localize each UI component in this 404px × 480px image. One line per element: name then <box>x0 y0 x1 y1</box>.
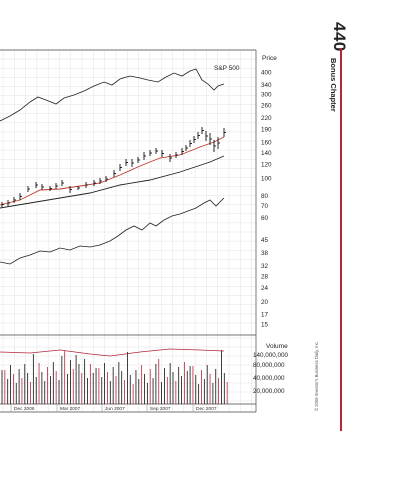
date-tick-label: Dec 2007 <box>196 406 217 412</box>
price-tick-label: 80 <box>261 193 269 200</box>
price-tick-label: 400 <box>261 69 272 76</box>
price-tick-label: 28 <box>261 273 269 280</box>
date-tick-label: Jun 2007 <box>105 406 125 412</box>
price-tick-label: 45 <box>261 237 269 244</box>
moving-average-200 <box>0 155 225 209</box>
moving-average-50 <box>0 136 225 206</box>
sp500-line <box>0 68 225 122</box>
date-tick-label: Sep 2007 <box>150 406 171 412</box>
price-tick-label: 24 <box>261 285 269 292</box>
price-tick-label: 340 <box>261 82 272 89</box>
price-tick-label: 190 <box>261 126 272 133</box>
price-tick-label: 32 <box>261 263 269 270</box>
price-tick-label: 100 <box>261 176 272 183</box>
price-tick-label: 140 <box>261 150 272 157</box>
price-tick-label: 220 <box>261 115 272 122</box>
relative-strength-line <box>0 197 225 265</box>
volume-area <box>0 348 228 404</box>
volume-tick-label: 140,000,000 <box>253 352 289 359</box>
price-tick-label: 17 <box>261 312 269 319</box>
chart-grid <box>0 49 257 413</box>
price-tick-label: 38 <box>261 250 269 257</box>
date-tick-label: Dec 2006 <box>14 406 35 412</box>
price-area <box>0 68 226 265</box>
price-tick-label: 260 <box>261 102 272 109</box>
price-tick-label: 160 <box>261 140 272 147</box>
volume-tick-label: 80,000,000 <box>253 362 285 369</box>
volume-axis-ticks: 140,000,000 80,000,000 40,000,000 20,000,00… <box>253 352 289 395</box>
price-tick-label: 70 <box>261 203 269 210</box>
price-axis-title: Price <box>262 55 277 62</box>
price-tick-label: 20 <box>261 299 269 306</box>
date-tick-label: Mar 2007 <box>60 406 81 412</box>
price-axis-ticks: 400 340 300 260 220 190 160 140 120 100 80 70 60 45 38… <box>261 69 272 328</box>
volume-moving-average <box>0 348 225 357</box>
price-tick-label: 15 <box>261 321 269 328</box>
price-tick-label: 300 <box>261 91 272 98</box>
index-label: S&P 500 <box>214 65 240 72</box>
price-tick-label: 120 <box>261 162 272 169</box>
chapter-rule <box>340 48 342 431</box>
volume-axis-title: Volume <box>266 343 288 350</box>
volume-tick-label: 20,000,000 <box>253 388 285 395</box>
volume-tick-label: 40,000,000 <box>253 375 285 382</box>
date-axis-ticks: Dec 2006 Mar 2007 Jun 2007 Sep 2007 Dec 2007 <box>10 404 217 412</box>
price-tick-label: 60 <box>261 215 269 222</box>
